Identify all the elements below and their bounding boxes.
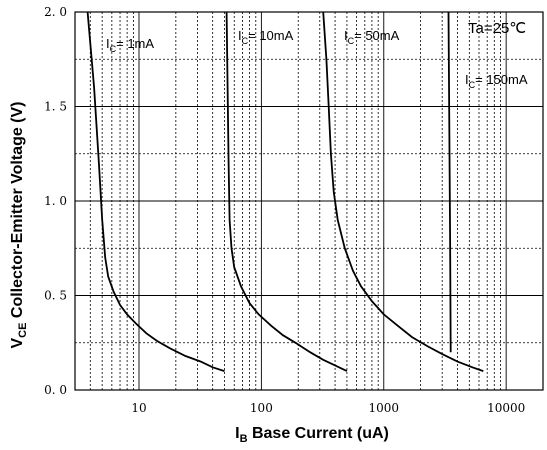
series-line-3 bbox=[322, 11, 484, 372]
y-tick-label: 0. 5 bbox=[44, 289, 67, 303]
x-tick-label: 10 bbox=[131, 401, 146, 415]
x-tick-label: 1000 bbox=[368, 401, 399, 415]
y-axis-title: VCE Collector-Emitter Voltage (V) bbox=[9, 101, 29, 348]
y-tick-label: 1. 0 bbox=[44, 194, 67, 208]
x-tick-labels: 10 100 1000 10000 bbox=[131, 401, 525, 415]
series-line-4 bbox=[447, 11, 452, 353]
annotation-ic-50ma: IC= 50mA bbox=[344, 28, 400, 46]
annotation-ic-1ma: IC= 1mA bbox=[106, 36, 154, 54]
x-axis-title: IB Base Current (uA) bbox=[235, 425, 389, 445]
annotation-temperature: Ta=25℃ bbox=[468, 20, 526, 37]
annotation-ic-10ma: IC= 10mA bbox=[238, 28, 294, 46]
y-tick-labels: 0. 0 0. 5 1. 0 1. 5 2. 0 bbox=[44, 5, 67, 397]
series-line-2 bbox=[225, 11, 348, 372]
curves bbox=[86, 11, 484, 372]
annotation-ic-150ma: IC= 150mA bbox=[465, 72, 528, 90]
plot-frame bbox=[74, 11, 544, 391]
y-tick-label: 2. 0 bbox=[44, 5, 67, 19]
y-tick-label: 1. 5 bbox=[44, 100, 67, 114]
y-tick-label: 0. 0 bbox=[44, 383, 67, 397]
series-line-1 bbox=[86, 11, 225, 372]
x-tick-label: 100 bbox=[250, 401, 273, 415]
x-tick-label: 10000 bbox=[487, 401, 525, 415]
